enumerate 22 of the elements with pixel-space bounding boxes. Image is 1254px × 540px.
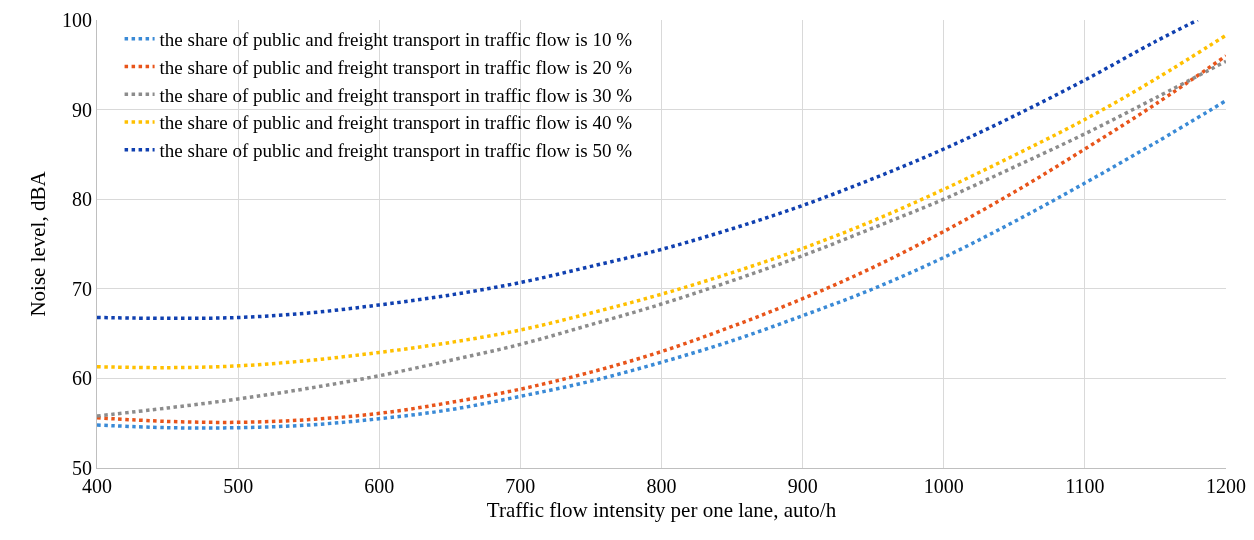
- legend-label: the share of public and freight transport in traffic flow is 40 %: [159, 112, 633, 134]
- x-tick-label: 500: [223, 475, 254, 497]
- legend-label: the share of public and freight transport in traffic flow is 30 %: [159, 84, 633, 106]
- x-tick-label: 600: [364, 475, 395, 497]
- x-tick-label: 800: [646, 475, 677, 497]
- legend-label: the share of public and freight transport in traffic flow is 10 %: [159, 29, 633, 51]
- y-tick-label: 70: [72, 277, 92, 300]
- y-tick-label: 80: [72, 188, 92, 211]
- y-tick-label: 90: [72, 98, 92, 121]
- x-tick-label: 700: [505, 475, 536, 497]
- x-tick-label: 900: [787, 475, 818, 497]
- legend-label: the share of public and freight transport in traffic flow is 50 %: [159, 140, 633, 162]
- x-tick-label: 1000: [923, 475, 964, 497]
- x-tick-label: 1200: [1206, 475, 1246, 497]
- x-axis-title: Traffic flow intensity per one lane, auto/h: [486, 498, 837, 523]
- y-tick-label: 100: [62, 9, 92, 31]
- x-tick-label: 1100: [1065, 475, 1105, 497]
- y-tick-label: 60: [72, 367, 92, 390]
- legend-label: the share of public and freight transport in traffic flow is 20 %: [159, 56, 633, 78]
- line-series: [97, 33, 1226, 370]
- y-axis-title: Noise level, dBA: [26, 170, 50, 317]
- line-series: [97, 20, 1200, 321]
